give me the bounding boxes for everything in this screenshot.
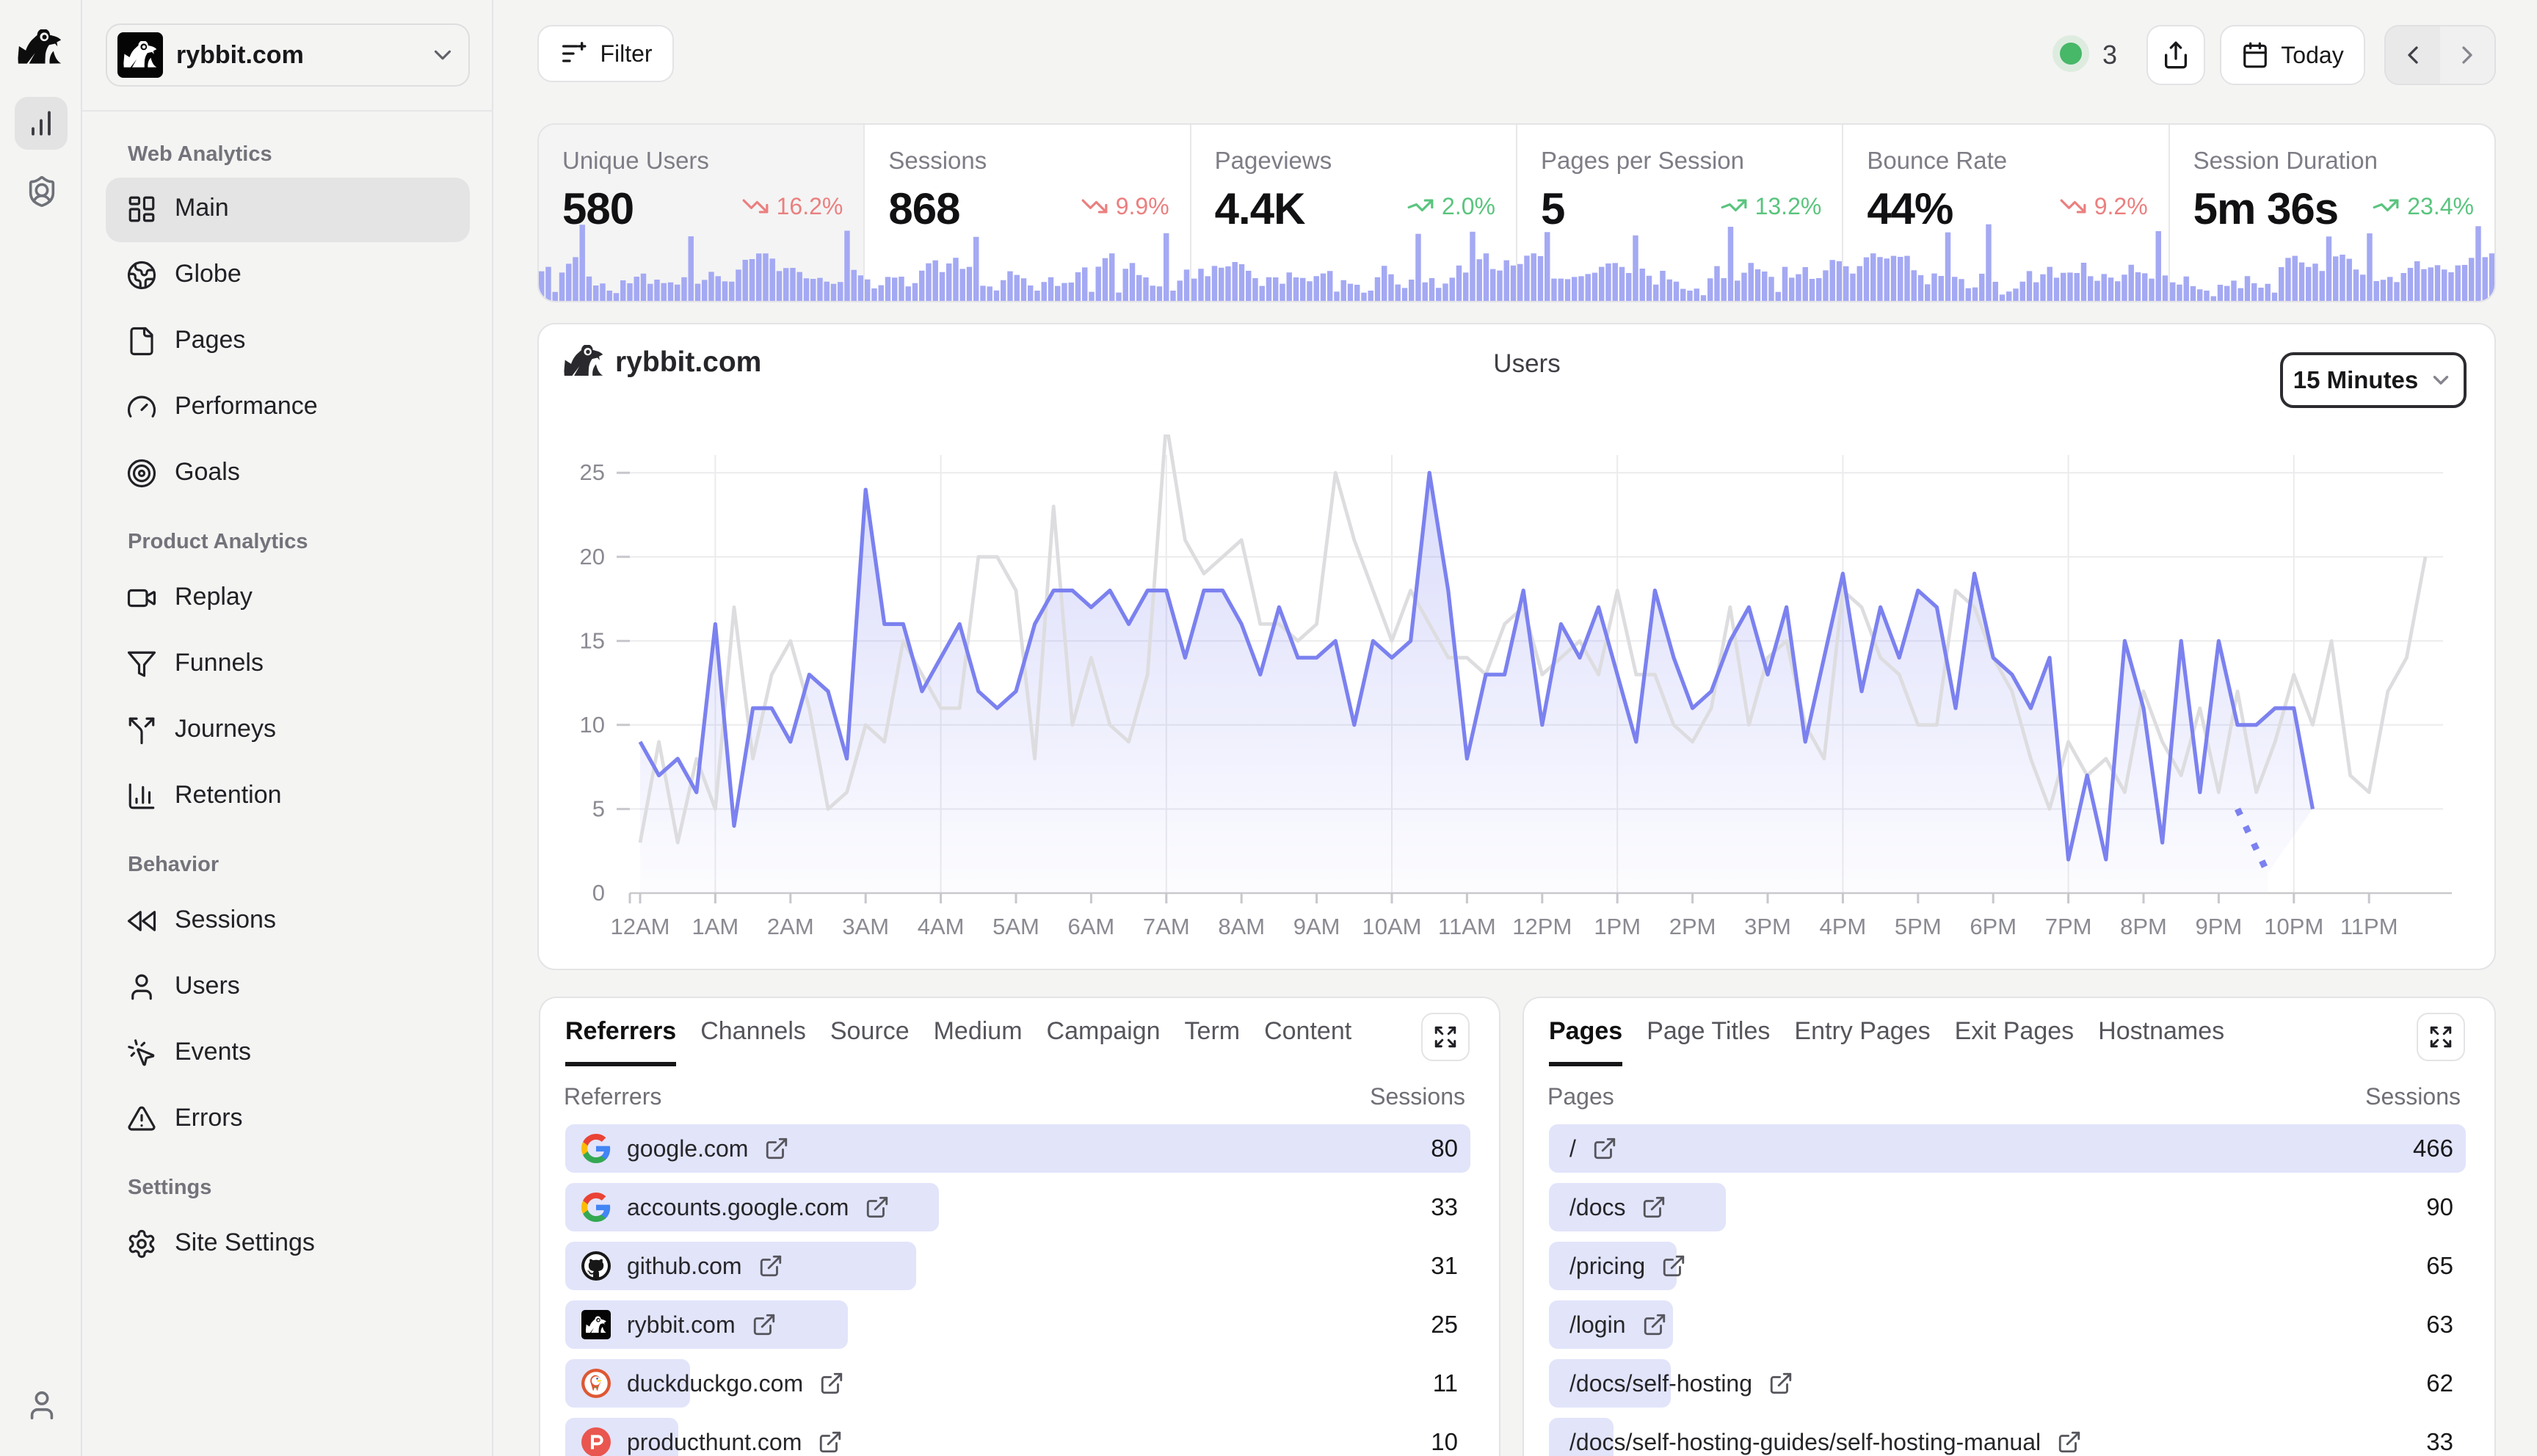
svg-text:5PM: 5PM [1895,914,1942,939]
svg-text:10AM: 10AM [1362,914,1422,939]
svg-text:10: 10 [580,712,605,738]
svg-text:7PM: 7PM [2045,914,2092,939]
svg-text:8PM: 8PM [2120,914,2167,939]
svg-text:9AM: 9AM [1293,914,1340,939]
svg-text:2PM: 2PM [1669,914,1716,939]
svg-text:12PM: 12PM [1512,914,1572,939]
svg-text:9PM: 9PM [2196,914,2243,939]
svg-text:5: 5 [592,796,605,821]
svg-text:2AM: 2AM [767,914,814,939]
svg-text:11AM: 11AM [1438,914,1496,939]
svg-text:4AM: 4AM [918,914,965,939]
svg-text:20: 20 [580,544,605,569]
svg-text:12AM: 12AM [611,914,670,939]
svg-text:7AM: 7AM [1143,914,1190,939]
svg-text:8AM: 8AM [1218,914,1265,939]
svg-text:6PM: 6PM [1970,914,2017,939]
svg-text:4PM: 4PM [1820,914,1867,939]
svg-text:10PM: 10PM [2264,914,2323,939]
svg-text:1PM: 1PM [1594,914,1641,939]
svg-text:15: 15 [580,627,605,653]
svg-text:11PM: 11PM [2340,914,2398,939]
svg-text:5AM: 5AM [992,914,1039,939]
svg-text:3AM: 3AM [842,914,889,939]
svg-text:1AM: 1AM [692,914,739,939]
svg-text:25: 25 [580,459,605,485]
svg-text:3PM: 3PM [1744,914,1791,939]
svg-text:0: 0 [592,880,605,906]
svg-text:6AM: 6AM [1068,914,1115,939]
